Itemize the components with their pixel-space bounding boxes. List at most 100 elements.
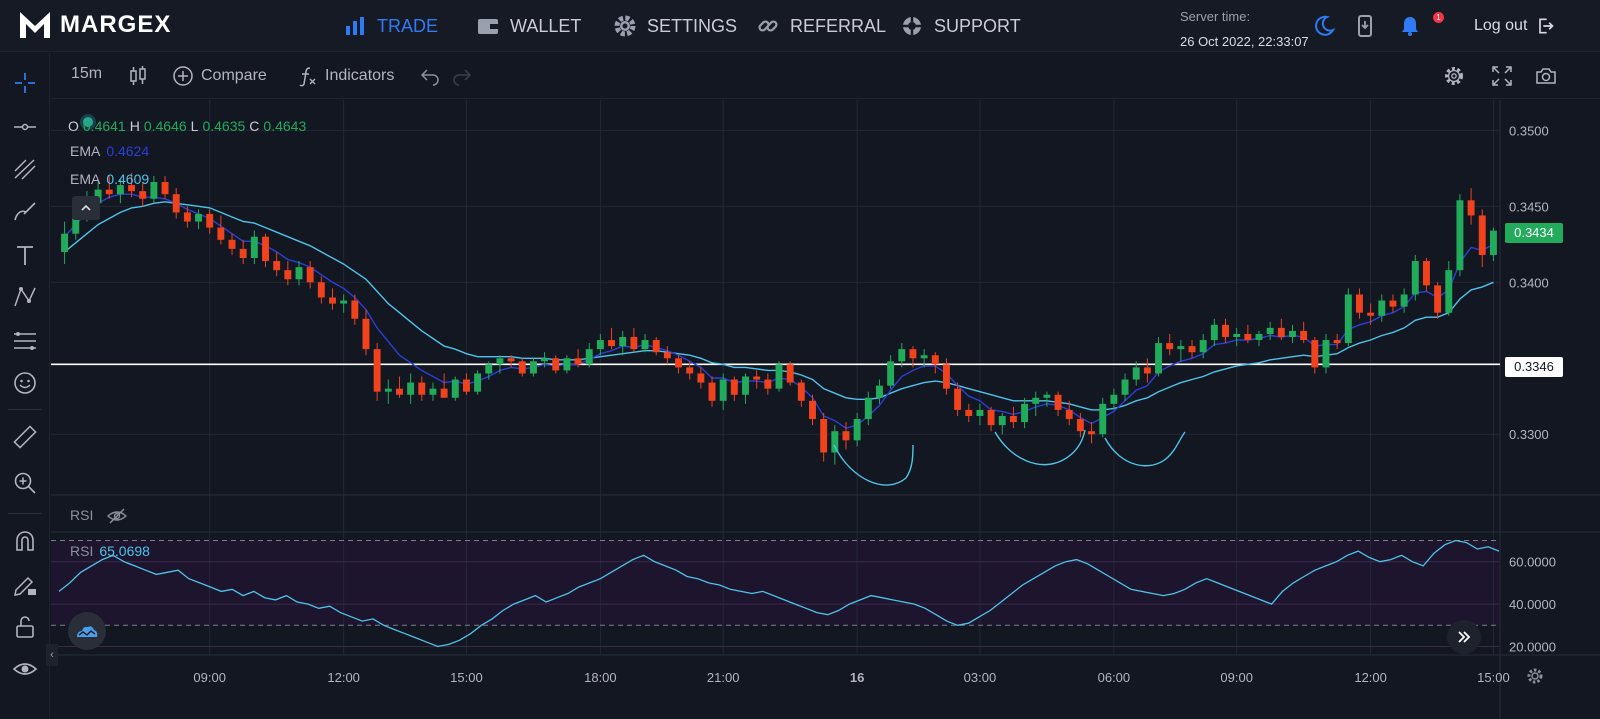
candle-body [1389, 300, 1397, 307]
close-label: C [249, 118, 260, 134]
chart-settings-button[interactable] [1443, 65, 1465, 87]
crosshair-icon [15, 73, 35, 93]
double-chevron-right-icon [1458, 631, 1471, 643]
server-time-label: Server time: [1180, 9, 1251, 24]
candle-body [407, 382, 415, 395]
top-nav: MARGEX TRADE WALLET SETTINGS REFERRAL SU… [0, 0, 1600, 52]
magnet-icon [16, 531, 34, 551]
indicators-label: Indicators [325, 67, 395, 84]
indicators-button[interactable]: Indicators [296, 65, 394, 87]
gear-icon [614, 15, 636, 37]
nav-wallet[interactable]: WALLET [476, 14, 581, 38]
price-chart[interactable]: 0.3500 0.3450 0.3400 0.3300 60.0000 40.0000 20… [51, 100, 1600, 719]
margex-logo-icon [20, 12, 50, 38]
horizontal-line-tool[interactable] [9, 111, 41, 143]
nav-wallet-label: WALLET [510, 15, 582, 36]
emoji-tool[interactable] [9, 367, 41, 399]
rsi-line [58, 539, 1500, 648]
candle-body [1445, 270, 1453, 313]
logout-button[interactable]: Log out [1474, 16, 1555, 36]
eye-off-icon[interactable] [107, 508, 128, 524]
candle-body [1400, 294, 1408, 307]
candle-body [1434, 285, 1442, 313]
candle-body [596, 340, 604, 350]
candle-body [128, 185, 136, 192]
candle-body [496, 358, 504, 365]
nav-referral[interactable]: REFERRAL [756, 14, 886, 38]
candle-body [563, 358, 571, 371]
text-tool[interactable] [9, 239, 41, 271]
plus-circle-icon [173, 66, 193, 86]
chart-settings-gear-icon[interactable] [1525, 666, 1545, 686]
interval-selector[interactable]: 15m [71, 65, 102, 83]
lock-all-tool[interactable] [9, 611, 41, 643]
rsi-legend[interactable]: RSI 65.0698 [70, 543, 150, 559]
bell-icon[interactable] [1398, 14, 1422, 38]
lock-drawing-tool[interactable] [9, 569, 41, 601]
nav-referral-label: REFERRAL [790, 15, 887, 36]
snapshot-button[interactable] [1535, 65, 1557, 87]
candle-body [462, 379, 470, 392]
time-axis-label: 18:00 [584, 670, 617, 685]
trend-line-tool[interactable] [9, 153, 41, 185]
ruler-icon [13, 425, 37, 449]
horizontal-line-icon [14, 123, 36, 131]
high-value: 0.4646 [143, 118, 187, 134]
unlock-icon [16, 616, 34, 638]
rsi-axis-label: 40.0000 [1509, 597, 1556, 612]
compare-button[interactable]: Compare [172, 65, 267, 87]
candle-body [775, 364, 783, 389]
ruler-tool[interactable] [9, 421, 41, 453]
fullscreen-button[interactable] [1491, 65, 1513, 87]
rsi-label: RSI [70, 543, 94, 559]
candle-body [529, 361, 537, 374]
rsi-band-fill [51, 540, 1499, 626]
ema-slow-legend[interactable]: EMA 0.4609 [70, 171, 149, 187]
collapse-legend-button[interactable] [72, 196, 100, 220]
candle-body [273, 261, 281, 271]
hide-drawings-tool[interactable] [9, 653, 41, 685]
nav-settings[interactable]: SETTINGS [613, 14, 737, 38]
candle-body [1378, 300, 1386, 316]
lifebuoy-icon [903, 17, 921, 35]
time-axis-label: 03:00 [964, 670, 997, 685]
low-label: L [190, 118, 199, 134]
nav-support[interactable]: SUPPORT [900, 14, 1021, 38]
ema-fast-legend[interactable]: EMA 0.4624 [70, 143, 149, 159]
nav-trade[interactable]: TRADE [343, 14, 438, 38]
brand-logo[interactable]: MARGEX [18, 10, 171, 40]
undo-button[interactable] [419, 65, 441, 87]
open-value: 0.4641 [82, 118, 126, 134]
collapse-toolbar-button[interactable]: ‹ [46, 644, 58, 666]
candle-body [1121, 379, 1129, 395]
candle-body [730, 379, 738, 395]
chart-area[interactable]: 0.3500 0.3450 0.3400 0.3300 60.0000 40.0000 20… [51, 100, 1600, 719]
scroll-to-realtime-button[interactable] [1447, 620, 1481, 654]
rsi-hidden-legend[interactable]: RSI [70, 507, 128, 524]
pattern-tool[interactable] [9, 281, 41, 313]
text-icon [17, 246, 33, 265]
candle-body [340, 300, 348, 304]
chart-type-button[interactable] [127, 65, 149, 87]
candle-body [1244, 333, 1252, 341]
candle-body [150, 182, 158, 199]
candles-icon [130, 66, 146, 85]
low-value: 0.4635 [202, 118, 246, 134]
pencil-lock-icon [14, 576, 36, 596]
fib-tool[interactable] [9, 325, 41, 357]
crosshair-tool[interactable] [9, 67, 41, 99]
brush-tool[interactable] [9, 195, 41, 227]
candle-body [183, 212, 191, 222]
magnet-tool[interactable] [9, 525, 41, 557]
candle-body [1143, 367, 1151, 374]
mobile-app-icon[interactable] [1353, 14, 1377, 38]
redo-button[interactable] [451, 65, 473, 87]
zoom-tool[interactable] [9, 467, 41, 499]
brand-name: MARGEX [60, 11, 172, 38]
high-label: H [129, 118, 140, 134]
moon-icon[interactable] [1312, 14, 1336, 38]
tradingview-logo[interactable] [68, 612, 106, 650]
candle-body [72, 216, 80, 234]
candle-body [1311, 340, 1319, 368]
candle-body [1277, 327, 1285, 337]
